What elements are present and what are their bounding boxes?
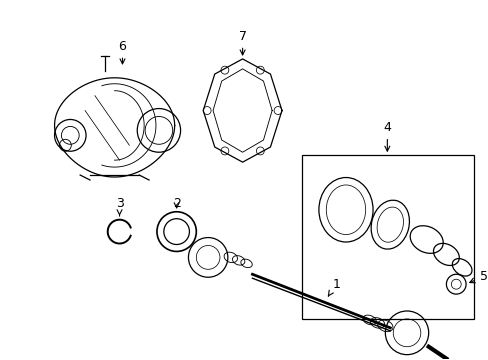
Text: 5: 5 — [469, 270, 487, 283]
Text: 4: 4 — [383, 121, 390, 151]
Bar — [301, 155, 473, 319]
Text: 1: 1 — [327, 278, 339, 296]
Text: 7: 7 — [238, 30, 246, 55]
Text: 6: 6 — [118, 40, 126, 64]
Text: 3: 3 — [115, 197, 123, 216]
Text: 2: 2 — [172, 197, 180, 210]
